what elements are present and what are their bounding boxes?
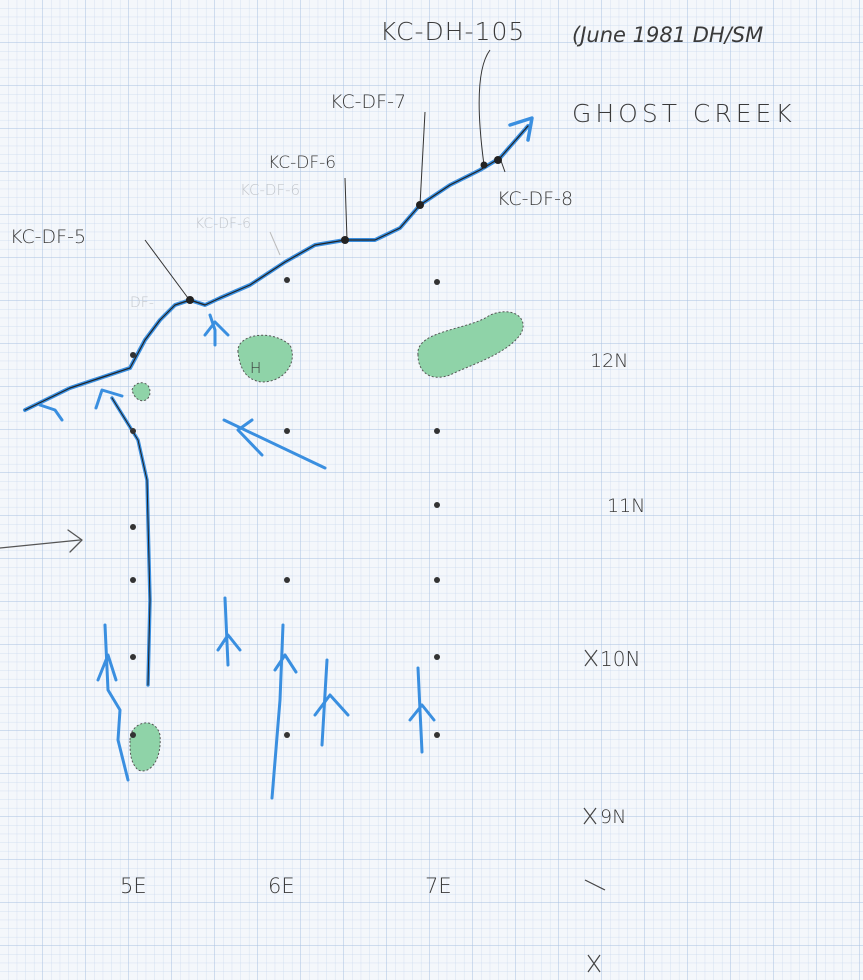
grid-dot [130,428,136,434]
grid-dot [130,524,136,530]
x-mark [583,807,597,825]
label: 7E [425,874,452,898]
grid-dot [434,732,440,738]
label: KC-DH-105 [380,17,525,46]
leader [478,49,491,166]
grid-dot [130,732,136,738]
grid-dot [284,277,290,283]
arrow [508,116,534,142]
leader [144,239,189,299]
leaders [144,49,506,299]
pond [237,334,293,383]
grid-dot [130,577,136,583]
grid-dot [284,428,290,434]
pond [131,382,151,402]
label: KC-DF-7 [330,91,406,113]
grid-dots [130,277,440,738]
grid-dot [434,654,440,660]
label: (June 1981 DH/SM [572,23,763,47]
grid-dot [130,654,136,660]
x-mark [584,649,598,667]
arrow [38,403,64,422]
label: 9N [600,806,626,828]
arrow [94,388,124,410]
leader [344,177,348,241]
label: 12N [590,350,628,372]
label: KC-DF-6 [240,181,300,199]
ponds [129,311,524,772]
creek [0,116,534,800]
label: KC-DF-6 [268,153,336,173]
stream [216,596,242,667]
label: KC-DF-6 [195,216,251,232]
x-mark [587,954,601,973]
arrow [203,313,230,347]
pond [417,311,524,378]
sample-point [416,201,424,209]
tick [584,879,606,891]
grid-dot [434,502,440,508]
label: H [250,359,261,377]
label: KC-DF-5 [10,226,86,248]
label: 5E [120,874,147,898]
label: KC-DF-8 [497,188,573,210]
stream [313,658,350,747]
grid-dot [130,352,136,358]
label: 6E [268,874,295,898]
sample-point [341,236,349,244]
grid-dot [434,279,440,285]
points [186,156,502,304]
stream [408,666,436,754]
tributary-ink [111,397,151,686]
sample-point [480,161,488,169]
x-marks [583,649,606,973]
grid-dot [284,732,290,738]
leader [269,231,281,256]
pond [129,722,161,772]
label: GHOST CREEK [572,99,796,128]
label: 10N [600,647,640,671]
arrow [0,529,83,553]
arrow [222,418,327,470]
grid-dot [284,577,290,583]
leader [419,111,426,206]
grid-dot [434,577,440,583]
sample-point [186,296,194,304]
creek-ink [24,125,529,411]
label: 11N [607,495,645,517]
label: DF- [130,295,154,311]
stream [96,623,130,782]
stream [270,623,298,800]
sample-point [494,156,502,164]
grid-dot [434,428,440,434]
